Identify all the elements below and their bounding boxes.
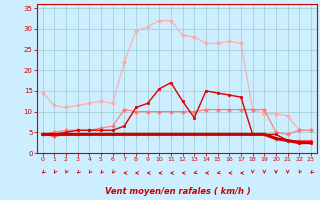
Text: Vent moyen/en rafales ( km/h ): Vent moyen/en rafales ( km/h ) xyxy=(105,187,251,196)
